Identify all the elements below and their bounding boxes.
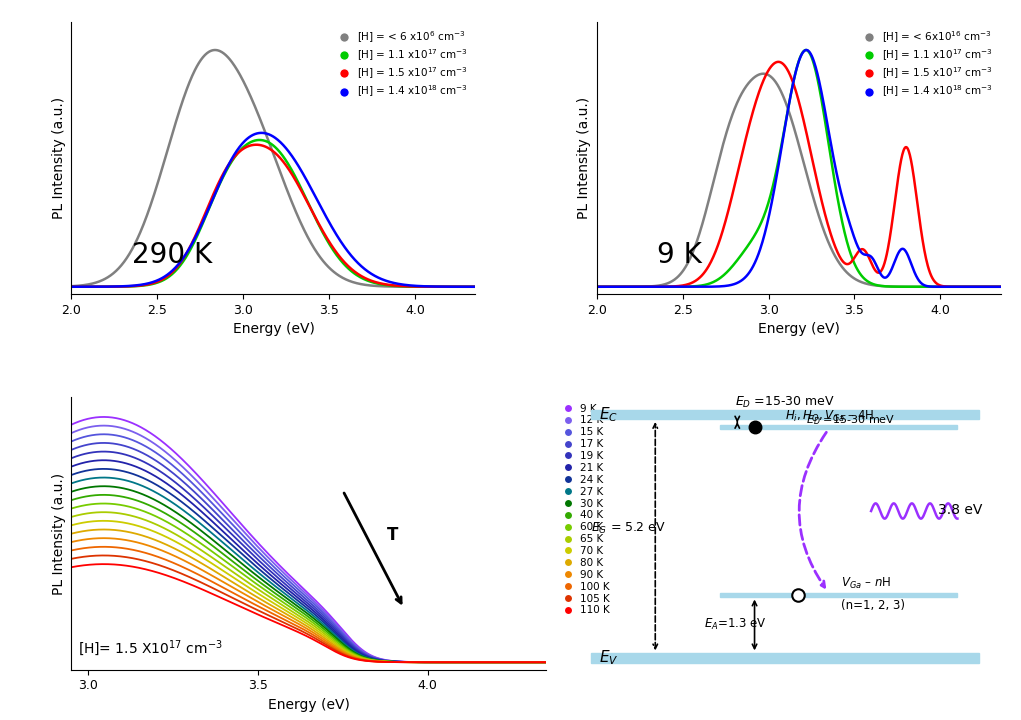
Legend: [H] = < 6 x10$^6$ cm$^{-3}$, [H] = 1.1 x10$^{17}$ cm$^{-3}$, [H] = 1.5 x10$^{17}: [H] = < 6 x10$^6$ cm$^{-3}$, [H] = 1.1 x… xyxy=(331,27,471,102)
Text: [H]= 1.5 X10$^{17}$ cm$^{-3}$: [H]= 1.5 X10$^{17}$ cm$^{-3}$ xyxy=(79,638,223,657)
Y-axis label: PL Intensity (a.u.): PL Intensity (a.u.) xyxy=(52,472,66,595)
Text: $H_i, H_O, V_{Ga}$ – 4H: $H_i, H_O, V_{Ga}$ – 4H xyxy=(785,410,874,425)
Text: $E_D$ =15-30 meV: $E_D$ =15-30 meV xyxy=(807,413,895,428)
Text: $V_{Ga}$ – $n$H: $V_{Ga}$ – $n$H xyxy=(841,576,891,591)
X-axis label: Energy (eV): Energy (eV) xyxy=(758,322,839,336)
X-axis label: Energy (eV): Energy (eV) xyxy=(233,322,314,336)
Bar xyxy=(720,593,958,597)
Legend: [H] = < 6x10$^{16}$ cm$^{-3}$, [H] = 1.1 x10$^{17}$ cm$^{-3}$, [H] = 1.5 x10$^{1: [H] = < 6x10$^{16}$ cm$^{-3}$, [H] = 1.1… xyxy=(857,27,995,102)
Text: $E_G$ = 5.2 eV: $E_G$ = 5.2 eV xyxy=(590,521,666,536)
Text: $E_V$: $E_V$ xyxy=(599,649,619,667)
Text: $E_D$ =15-30 meV: $E_D$ =15-30 meV xyxy=(735,395,835,410)
Text: $E_C$: $E_C$ xyxy=(599,405,618,423)
Text: 290 K: 290 K xyxy=(132,241,212,269)
Bar xyxy=(590,653,979,663)
Legend: 9 K, 12 K, 15 K, 17 K, 19 K, 21 K, 24 K, 27 K, 30 K, 40 K, 60 K, 65 K, 70 K, 80 : 9 K, 12 K, 15 K, 17 K, 19 K, 21 K, 24 K,… xyxy=(556,402,611,616)
Text: T: T xyxy=(387,526,398,544)
Text: $E_A$=1.3 eV: $E_A$=1.3 eV xyxy=(703,616,767,631)
Y-axis label: PL Intensity (a.u.): PL Intensity (a.u.) xyxy=(577,96,591,219)
Y-axis label: PL Intensity (a.u.): PL Intensity (a.u.) xyxy=(52,96,66,219)
Text: 9 K: 9 K xyxy=(657,241,701,269)
Bar xyxy=(590,410,979,419)
Text: (n=1, 2, 3): (n=1, 2, 3) xyxy=(841,599,905,612)
Text: 3.8 eV: 3.8 eV xyxy=(938,503,982,517)
X-axis label: Energy (eV): Energy (eV) xyxy=(268,698,350,712)
Bar xyxy=(720,426,958,429)
